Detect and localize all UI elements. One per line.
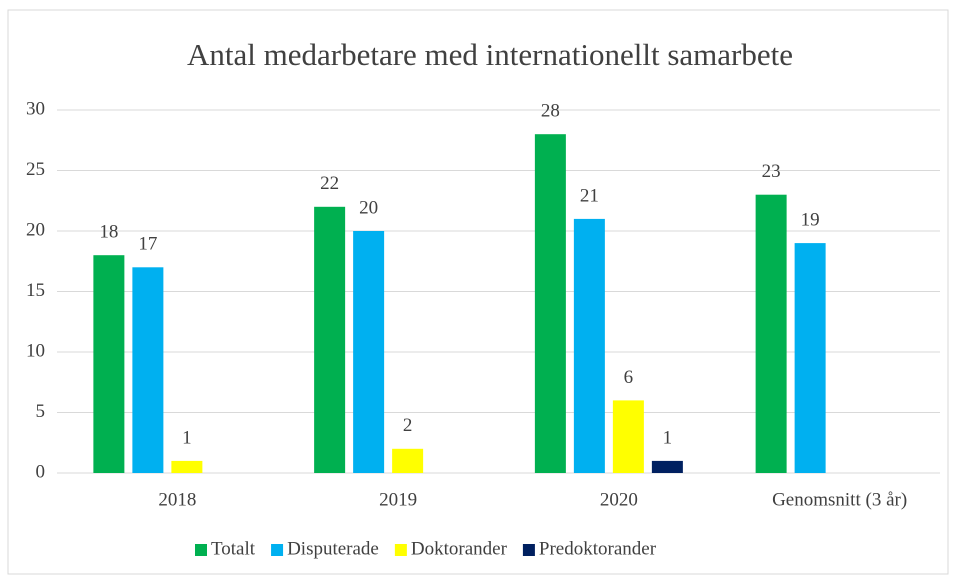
bar xyxy=(132,267,164,473)
bar xyxy=(755,194,787,473)
data-label: 20 xyxy=(359,197,378,218)
bar xyxy=(651,460,683,473)
data-label: 18 xyxy=(99,222,118,243)
bar xyxy=(573,218,605,473)
y-tick-label: 20 xyxy=(26,219,45,240)
legend-label: Totalt xyxy=(211,538,256,559)
legend-swatch xyxy=(271,544,284,556)
chart-title: Antal medarbetare med internationellt sa… xyxy=(187,37,793,72)
data-label: 23 xyxy=(762,161,781,182)
legend-label: Predoktorander xyxy=(539,538,657,559)
data-label: 22 xyxy=(320,173,339,194)
bar xyxy=(612,400,644,473)
data-label: 2 xyxy=(403,415,413,436)
data-label: 6 xyxy=(624,367,634,388)
bar xyxy=(314,206,346,474)
legend-label: Doktorander xyxy=(411,538,508,559)
y-tick-label: 30 xyxy=(26,98,45,119)
y-tick-label: 10 xyxy=(26,340,45,361)
legend-swatch xyxy=(394,544,407,556)
y-tick-label: 25 xyxy=(26,159,45,180)
data-label: 17 xyxy=(138,234,157,255)
bar xyxy=(392,448,424,473)
data-label: 19 xyxy=(801,209,820,230)
data-label: 1 xyxy=(182,427,192,448)
bar xyxy=(93,255,125,473)
bar xyxy=(353,231,385,473)
data-label: 28 xyxy=(541,101,560,122)
data-label: 1 xyxy=(663,427,673,448)
bar xyxy=(171,460,203,473)
bar xyxy=(534,134,566,473)
legend-swatch xyxy=(195,544,207,556)
y-tick-label: 15 xyxy=(26,280,45,301)
bar xyxy=(794,243,826,473)
x-tick-label: 2020 xyxy=(600,489,638,510)
x-tick-label: Genomsnitt (3 år) xyxy=(772,489,907,510)
x-tick-label: 2019 xyxy=(379,489,417,510)
y-tick-label: 0 xyxy=(36,461,46,482)
y-tick-label: 5 xyxy=(36,401,46,422)
legend-label: Disputerade xyxy=(287,538,379,559)
x-tick-label: 2018 xyxy=(158,489,196,510)
legend-swatch xyxy=(522,544,535,556)
data-label: 21 xyxy=(580,185,599,206)
